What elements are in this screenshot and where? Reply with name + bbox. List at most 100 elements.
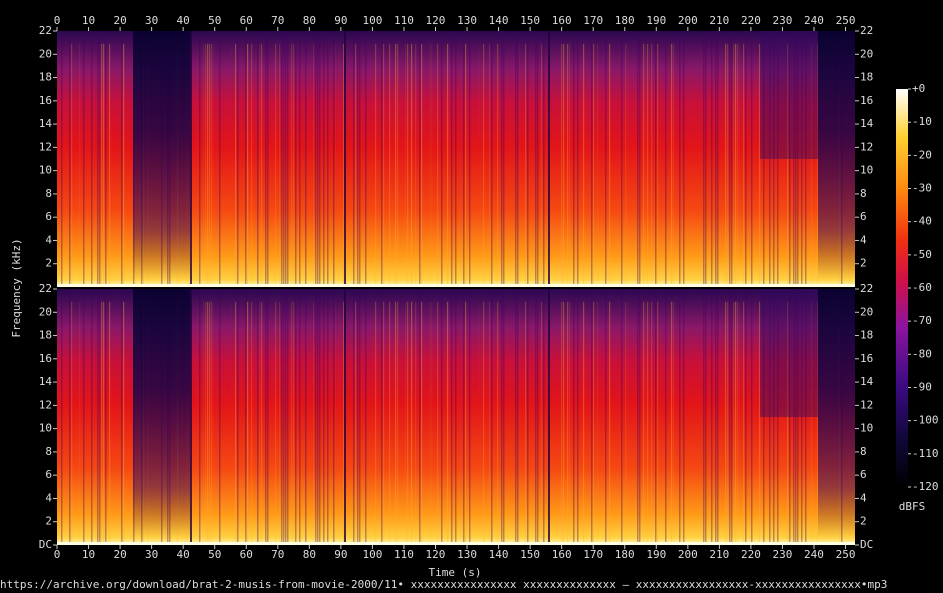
transient <box>293 301 295 545</box>
transient <box>811 301 813 545</box>
shade <box>105 289 107 545</box>
transient <box>447 43 449 287</box>
shade <box>455 31 457 287</box>
x-tick-label: 90 <box>334 14 347 27</box>
shade <box>637 289 639 545</box>
shade <box>105 31 107 287</box>
shade <box>503 31 505 287</box>
shade <box>515 289 517 545</box>
colorbar-tick-label: -70 <box>912 314 932 327</box>
x-tick-label: 140 <box>489 14 509 27</box>
transient <box>567 43 569 287</box>
shade <box>257 289 259 545</box>
transient <box>643 43 645 287</box>
y-tick-label: 8 <box>45 445 52 458</box>
shade <box>517 289 519 545</box>
source-url: https://archive.org/download/brat-2-musi… <box>0 578 887 591</box>
transient <box>383 301 385 545</box>
colorbar-tick-label: -40 <box>912 215 932 228</box>
transient <box>657 43 659 287</box>
transient <box>421 301 423 545</box>
transient <box>389 43 391 287</box>
x-tick-label: 240 <box>804 14 824 27</box>
shade <box>705 289 707 545</box>
transient <box>479 44 480 287</box>
shade <box>683 289 685 545</box>
transient <box>275 43 277 287</box>
colorbar-tick-label: -50 <box>912 248 932 261</box>
x-tick-label: 240 <box>804 548 824 561</box>
shade <box>715 31 717 287</box>
shade <box>491 31 493 287</box>
transient <box>657 301 659 545</box>
shade <box>789 289 791 545</box>
shade <box>717 31 719 287</box>
shade <box>267 289 269 545</box>
shade <box>543 31 545 287</box>
shade <box>731 31 733 287</box>
transient <box>211 301 213 545</box>
shade <box>91 31 93 287</box>
transient <box>817 301 819 545</box>
shade <box>763 289 765 545</box>
transient <box>405 301 407 545</box>
y-tick-label: 16 <box>39 352 52 365</box>
shade <box>199 289 201 545</box>
y-tick-label: 20 <box>860 47 873 60</box>
transient <box>261 301 263 545</box>
transient <box>645 301 647 545</box>
x-tick-label: 110 <box>394 14 414 27</box>
shade <box>535 31 537 287</box>
x-tick-label: 150 <box>520 548 540 561</box>
transient <box>291 43 293 287</box>
cut <box>548 289 550 545</box>
y-tick-label: 6 <box>860 468 867 481</box>
shade <box>83 289 85 545</box>
y-tick-label: 8 <box>45 187 52 200</box>
shade <box>621 31 623 287</box>
transient <box>735 301 737 545</box>
y-tick-label: 12 <box>860 140 873 153</box>
y-tick-label: 14 <box>39 117 53 130</box>
y-tick-label: 6 <box>45 210 52 223</box>
x-tick-label: 120 <box>426 548 446 561</box>
y-tick-label: 18 <box>39 329 52 342</box>
transient <box>247 301 249 545</box>
shade <box>797 31 799 287</box>
shade <box>97 289 99 545</box>
x-tick-label: 50 <box>208 14 221 27</box>
transient <box>235 301 237 545</box>
shade <box>299 31 301 287</box>
shade <box>639 289 641 545</box>
shade <box>359 31 361 287</box>
shade <box>501 31 503 287</box>
shade <box>365 31 367 287</box>
shade <box>219 31 221 287</box>
shade <box>287 31 289 287</box>
x-tick-label: 40 <box>177 14 190 27</box>
transient <box>203 301 205 545</box>
x-tick-label: 230 <box>773 14 793 27</box>
y-tick-label: 16 <box>860 352 873 365</box>
transient <box>197 302 198 545</box>
shade <box>69 289 71 545</box>
transient <box>335 301 337 545</box>
transient <box>411 301 413 545</box>
x-tick-label: 0 <box>54 14 61 27</box>
cut <box>548 31 550 287</box>
transient <box>579 302 580 545</box>
shade <box>751 289 753 545</box>
quiet-section <box>133 289 190 538</box>
x-tick-label: 200 <box>678 548 698 561</box>
shade <box>61 289 63 545</box>
transient <box>211 43 213 287</box>
transient <box>569 301 571 545</box>
x-tick-label: 60 <box>240 14 253 27</box>
transient <box>437 301 439 545</box>
transient <box>123 301 125 545</box>
transient <box>497 301 499 545</box>
transient <box>651 301 653 545</box>
shade <box>237 31 239 287</box>
transient <box>375 43 377 287</box>
